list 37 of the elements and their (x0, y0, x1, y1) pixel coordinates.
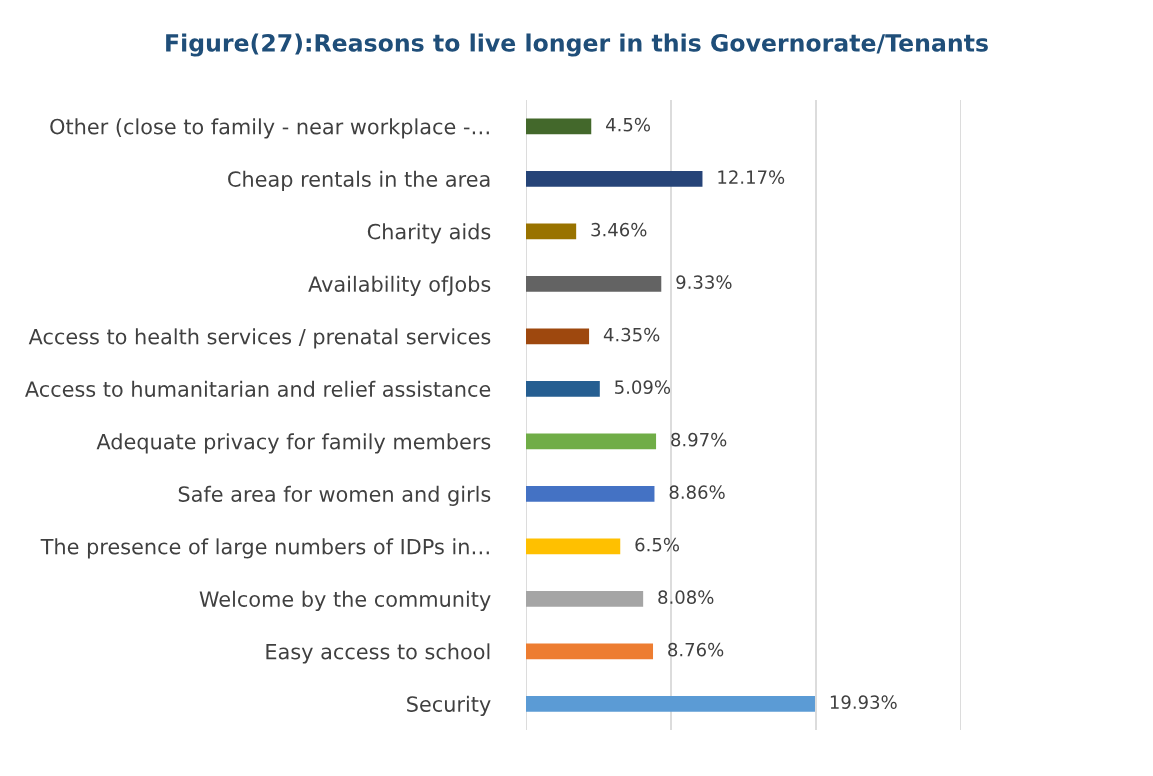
y-tick-label: Welcome by the community (199, 590, 491, 611)
y-tick-label: Easy access to school (266, 643, 490, 664)
bar (526, 590, 644, 607)
y-tick-label: Security (407, 695, 491, 716)
data-label: 9.33% (676, 275, 732, 289)
data-label: 8.97% (671, 432, 727, 447)
bar (526, 275, 662, 292)
bar (526, 170, 703, 187)
data-label: 8.08% (658, 590, 714, 604)
bar (526, 118, 592, 135)
y-tick-label: Cheap rentals in the area (228, 170, 490, 191)
y-tick-label: Access to humanitarian and relief assistance (25, 380, 491, 397)
y-tick-label: Other (close to family - near workplace -… (50, 118, 489, 139)
data-label: 5.09% (615, 380, 671, 394)
y-tick-label: Availability ofJobs (308, 275, 491, 296)
y-tick-label: Safe area for women and girls (178, 485, 491, 506)
data-label: 6.5% (635, 537, 680, 552)
data-label: 8.76% (668, 642, 724, 657)
chart-title: Figure(27):Reasons to live longer in this Governorate/Tenants (166, 33, 988, 57)
data-label: 19.93% (830, 695, 897, 709)
data-label: 4.5% (606, 117, 651, 132)
y-tick-label: The presence of large numbers of IDPs in… (40, 538, 489, 559)
y-tick-label: Access to health services / prenatal services (28, 328, 491, 349)
bar (526, 380, 600, 397)
data-label: 4.35% (603, 327, 660, 342)
data-label: 8.86% (669, 485, 725, 499)
y-tick-label: Charity aids (367, 223, 491, 244)
bar (526, 223, 577, 240)
bar (526, 328, 590, 345)
bar (526, 643, 654, 660)
y-tick-label: Adequate privacy for family members (96, 433, 491, 454)
data-label: 12.17% (718, 170, 785, 184)
bar (526, 485, 655, 502)
data-label: 3.46% (591, 222, 647, 237)
bar (526, 538, 621, 555)
bar (526, 433, 657, 450)
bar (526, 695, 815, 712)
